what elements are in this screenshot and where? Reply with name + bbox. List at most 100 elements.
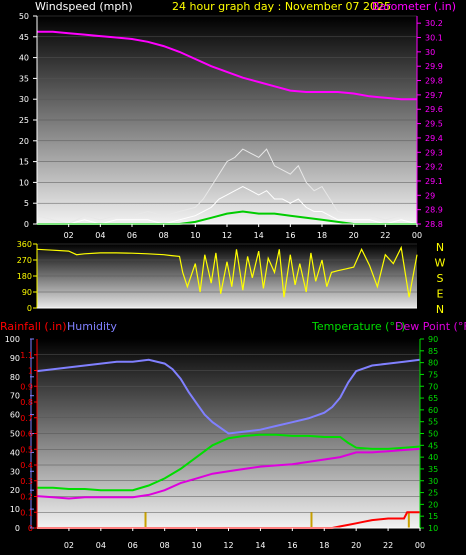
humidity-y-tick-label: 100 bbox=[5, 335, 20, 344]
compass-direction-label: S bbox=[437, 272, 444, 285]
x-tick-label: 04 bbox=[95, 231, 105, 240]
rain-y-tick-label: 0.9 bbox=[20, 382, 33, 391]
chart-title: 24 hour graph day : November 07 2025 bbox=[172, 0, 391, 13]
temperature-y-tick-label: 30 bbox=[428, 477, 438, 486]
x-tick-label: 02 bbox=[64, 231, 74, 240]
barometer-y-tick-label: 28.9 bbox=[425, 206, 443, 215]
dewpoint-line bbox=[36, 447, 421, 500]
temperature-y-tick-label: 50 bbox=[428, 430, 438, 439]
barometer-y-tick-label: 29 bbox=[425, 191, 435, 200]
humidity-axis-label: Humidity bbox=[67, 320, 117, 333]
series-layer bbox=[36, 30, 421, 529]
wind-y-tick-label: 35 bbox=[19, 74, 29, 83]
x-tick-label: 20 bbox=[351, 541, 361, 550]
wind-y-tick-label: 5 bbox=[24, 199, 29, 208]
temperature-y-tick-label: 35 bbox=[428, 465, 438, 474]
humidity-y-tick-label: 60 bbox=[10, 411, 20, 420]
x-tick-label: 08 bbox=[160, 541, 170, 550]
barometer-line bbox=[37, 30, 417, 101]
x-tick-label: 16 bbox=[287, 541, 297, 550]
rain-y-tick-label: 1.1 bbox=[20, 351, 33, 360]
compass-direction-label: W bbox=[435, 257, 446, 270]
compass-direction-label: N bbox=[436, 303, 444, 316]
x-tick-label: 18 bbox=[319, 541, 329, 550]
humidity-line bbox=[36, 358, 421, 435]
wind-y-tick-label: 20 bbox=[19, 137, 29, 146]
humidity-y-tick-label: 30 bbox=[10, 467, 20, 476]
wind-y-tick-label: 0 bbox=[24, 220, 29, 229]
wind-y-tick-label: 40 bbox=[19, 54, 29, 63]
rainfall-axis-label: Rainfall (.in) bbox=[0, 320, 67, 333]
wind-line bbox=[37, 186, 418, 225]
rain-y-tick-label: 0.8 bbox=[20, 398, 33, 407]
humidity-y-tick-label: 80 bbox=[10, 373, 20, 382]
temperature-y-tick-label: 80 bbox=[428, 359, 438, 368]
temperature-y-tick-label: 45 bbox=[428, 441, 438, 450]
direction-line bbox=[36, 245, 418, 298]
rain-y-tick-label: 0.4 bbox=[20, 461, 33, 470]
barometer-y-tick-label: 29.6 bbox=[425, 105, 443, 114]
temperature-line bbox=[37, 433, 421, 492]
wind-y-tick-label: 50 bbox=[19, 12, 29, 21]
temperature-y-tick-label: 55 bbox=[428, 418, 438, 427]
barometer-y-tick-label: 29.4 bbox=[425, 134, 443, 143]
rainfall-line bbox=[37, 511, 420, 529]
humidity-y-tick-label: 0 bbox=[15, 524, 20, 533]
gust-line bbox=[36, 148, 417, 225]
x-tick-label: 00 bbox=[412, 231, 422, 240]
x-tick-label: 22 bbox=[380, 231, 390, 240]
barometer-y-tick-label: 29.5 bbox=[425, 120, 443, 129]
tick-layer: 0510152025303540455028.828.92929.129.229… bbox=[5, 12, 446, 550]
direction-y-tick-label: 360 bbox=[17, 240, 32, 249]
wind-y-tick-label: 45 bbox=[19, 33, 29, 42]
barometer-y-tick-label: 29.2 bbox=[425, 163, 443, 172]
x-tick-label: 10 bbox=[190, 231, 200, 240]
barometer-y-tick-label: 30.1 bbox=[425, 34, 443, 43]
dewpoint-axis-label: Dew Point (°F) bbox=[395, 320, 466, 333]
rain-y-tick-label: 0.3 bbox=[20, 477, 33, 486]
compass-direction-label: E bbox=[437, 288, 444, 301]
x-tick-label: 02 bbox=[64, 541, 74, 550]
compass-direction-label: N bbox=[436, 241, 444, 254]
x-tick-label: 00 bbox=[415, 541, 425, 550]
barometer-y-tick-label: 29.3 bbox=[425, 148, 443, 157]
x-tick-label: 14 bbox=[255, 541, 265, 550]
wind-y-tick-label: 15 bbox=[19, 158, 29, 167]
barometer-y-tick-label: 30.2 bbox=[425, 19, 443, 28]
x-tick-label: 18 bbox=[317, 231, 327, 240]
barometer-y-tick-label: 29.8 bbox=[425, 77, 443, 86]
humidity-y-tick-label: 50 bbox=[10, 430, 20, 439]
barometer-y-tick-label: 29.1 bbox=[425, 177, 443, 186]
x-tick-label: 12 bbox=[222, 231, 232, 240]
direction-y-tick-label: 90 bbox=[22, 288, 32, 297]
rain-y-tick-label: 0.1 bbox=[20, 508, 33, 517]
barometer-y-tick-label: 29.9 bbox=[425, 62, 443, 71]
temperature-y-tick-label: 85 bbox=[428, 347, 438, 356]
barometer-y-tick-label: 29.7 bbox=[425, 91, 443, 100]
temperature-y-tick-label: 40 bbox=[428, 453, 438, 462]
barometer-y-tick-label: 28.8 bbox=[425, 220, 443, 229]
humidity-y-tick-label: 70 bbox=[10, 392, 20, 401]
humidity-y-tick-label: 90 bbox=[10, 354, 20, 363]
x-tick-label: 14 bbox=[254, 231, 264, 240]
barometer-axis-label: Barometer (.in) bbox=[372, 0, 456, 13]
temperature-y-tick-label: 15 bbox=[428, 512, 438, 521]
temperature-y-tick-label: 65 bbox=[428, 394, 438, 403]
temperature-axis-label: Temperature (°F) bbox=[311, 320, 406, 333]
temperature-y-tick-label: 75 bbox=[428, 370, 438, 379]
rain-y-tick-label: 0 bbox=[28, 524, 33, 533]
wind-y-tick-label: 10 bbox=[19, 178, 29, 187]
humidity-y-tick-label: 10 bbox=[10, 505, 20, 514]
x-tick-label: 16 bbox=[285, 231, 295, 240]
x-tick-label: 08 bbox=[159, 231, 169, 240]
wind-y-tick-label: 30 bbox=[19, 95, 29, 104]
rain-y-tick-label: 1 bbox=[28, 367, 33, 376]
direction-y-tick-label: 270 bbox=[17, 256, 32, 265]
x-tick-label: 10 bbox=[191, 541, 201, 550]
rain-y-tick-label: 0.5 bbox=[20, 445, 33, 454]
x-tick-label: 06 bbox=[128, 541, 138, 550]
barometer-y-tick-label: 30 bbox=[425, 48, 435, 57]
temperature-y-tick-label: 10 bbox=[428, 524, 438, 533]
x-tick-label: 06 bbox=[127, 231, 137, 240]
